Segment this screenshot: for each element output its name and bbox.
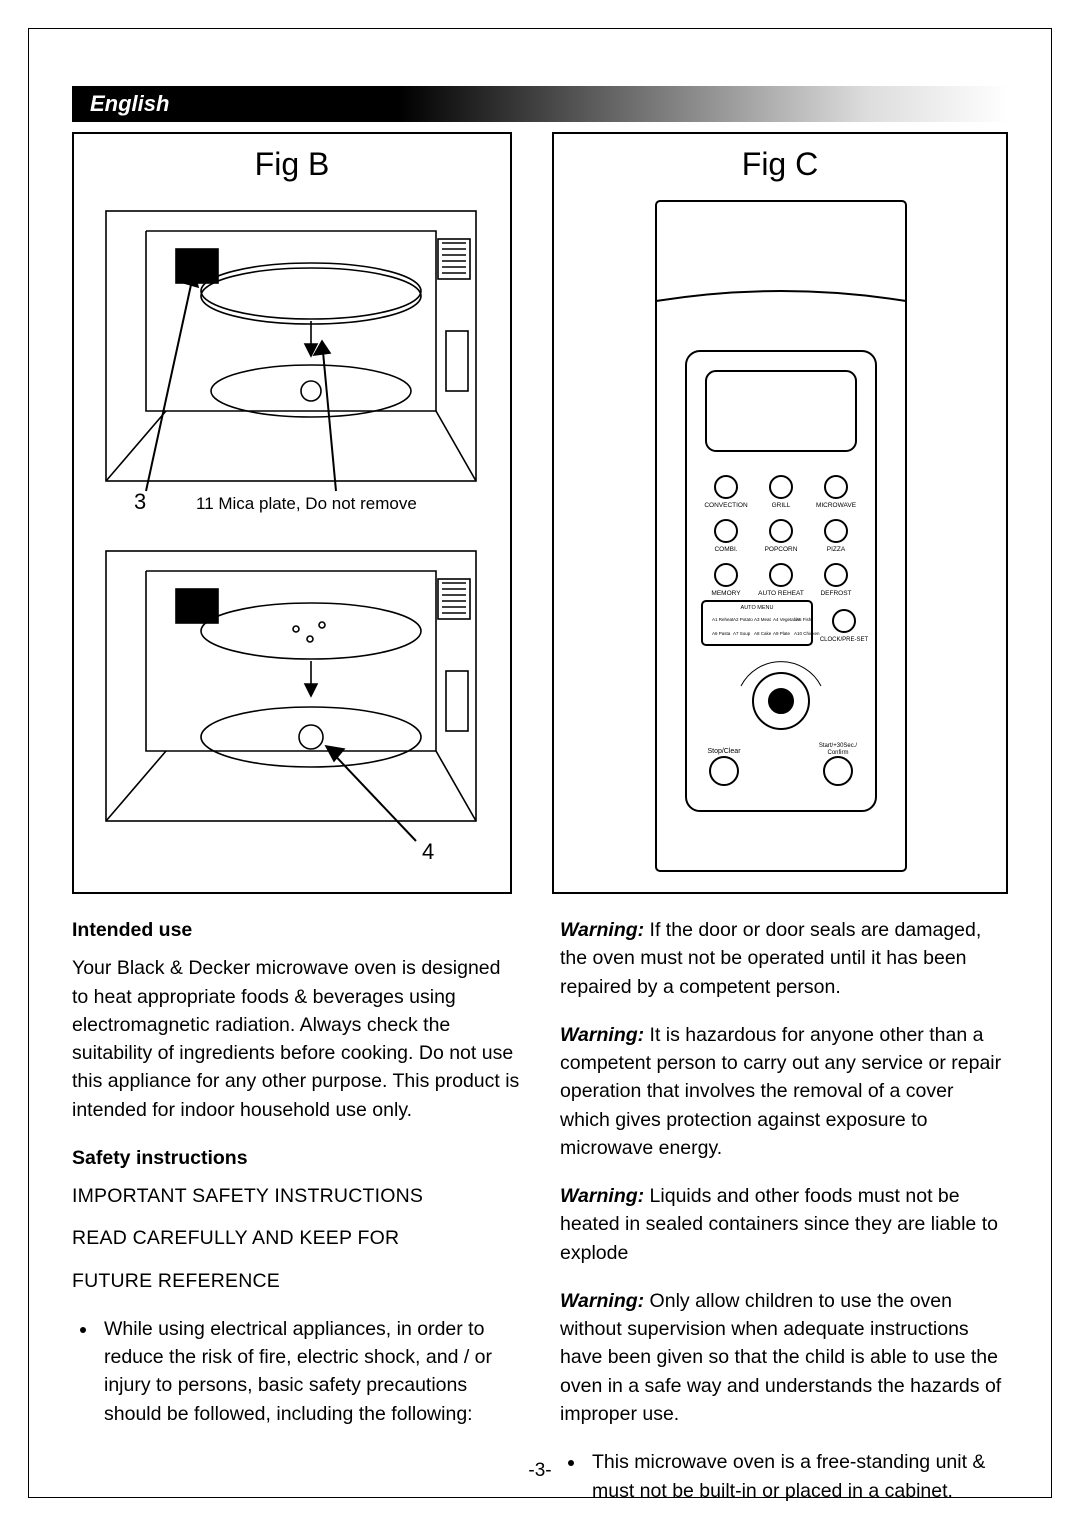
warning-4: Warning: Only allow children to use the … <box>560 1287 1008 1428</box>
callout-4-number: 4 <box>422 839 434 864</box>
safety-line2: READ CAREFULLY AND KEEP FOR <box>72 1224 520 1252</box>
figures-row: Fig B <box>72 132 1008 894</box>
figure-b-svg: 3 11 Mica plate, Do not remove <box>86 191 498 881</box>
btn-start-line1: Start/+30Sec./ <box>819 743 858 749</box>
menu-a10: A10 Chicken <box>794 631 820 636</box>
menu-a3: A3 Meat <box>754 617 772 622</box>
callout-3-number: 3 <box>134 489 146 514</box>
warning-3: Warning: Liquids and other foods must no… <box>560 1182 1008 1267</box>
figure-b-title: Fig B <box>86 146 498 183</box>
btn-stopclear: Stop/Clear <box>707 748 741 755</box>
warning-2: Warning: It is hazardous for anyone othe… <box>560 1021 1008 1162</box>
menu-a7: A7 Soup <box>733 631 751 636</box>
btn-grill: GRILL <box>772 502 791 509</box>
right-column: Warning: If the door or door seals are d… <box>560 916 1008 1519</box>
warning-label: Warning: <box>560 919 644 941</box>
btn-combi: COMBI. <box>714 546 737 553</box>
figure-c: Fig C <box>552 132 1008 894</box>
page-content: English Fig B <box>72 86 1008 1519</box>
figure-c-title: Fig C <box>566 146 994 183</box>
menu-a1: A1 Reheat <box>712 617 734 622</box>
menu-a6: A6 Pasta <box>712 631 731 636</box>
warning-1: Warning: If the door or door seals are d… <box>560 916 1008 1001</box>
btn-defrost: DEFROST <box>820 590 851 597</box>
figure-c-svg: CONVECTION GRILL MICROWAVE COMBI. POPCOR… <box>566 191 994 881</box>
btn-popcorn: POPCORN <box>765 546 798 553</box>
btn-microwave: MICROWAVE <box>816 502 857 509</box>
safety-heading: Safety instructions <box>72 1144 520 1172</box>
callout-3-text: 11 Mica plate, Do not remove <box>196 494 417 513</box>
btn-start-line2: Confirm <box>827 750 848 756</box>
text-columns: Intended use Your Black & Decker microwa… <box>72 916 1008 1519</box>
figure-b: Fig B <box>72 132 512 894</box>
menu-a9: A9 Plate <box>773 631 791 636</box>
page-number: -3- <box>0 1460 1080 1482</box>
safety-line1: IMPORTANT SAFETY INSTRUCTIONS <box>72 1182 520 1210</box>
left-column: Intended use Your Black & Decker microwa… <box>72 916 520 1519</box>
menu-a8: A8 Cake <box>754 631 772 636</box>
btn-autoreheat: AUTO REHEAT <box>758 590 804 597</box>
language-banner: English <box>72 86 1008 122</box>
btn-pizza: PIZZA <box>827 546 846 553</box>
btn-clockpreset: CLOCK/PRE-SET <box>820 637 869 643</box>
safety-line3: FUTURE REFERENCE <box>72 1267 520 1295</box>
warning-label: Warning: <box>560 1024 644 1046</box>
safety-bullet-1: While using electrical appliances, in or… <box>98 1315 520 1428</box>
warning-label: Warning: <box>560 1290 644 1312</box>
intended-use-para: Your Black & Decker microwave oven is de… <box>72 954 520 1124</box>
warning-label: Warning: <box>560 1185 644 1207</box>
menu-a2: A2 Potato <box>733 617 753 622</box>
safety-bullets: While using electrical appliances, in or… <box>72 1315 520 1428</box>
intended-use-heading: Intended use <box>72 916 520 944</box>
btn-memory: MEMORY <box>711 590 741 597</box>
auto-menu-label: AUTO MENU <box>741 605 774 611</box>
menu-a5: A5 Fish <box>796 617 812 622</box>
btn-convection: CONVECTION <box>704 502 748 509</box>
